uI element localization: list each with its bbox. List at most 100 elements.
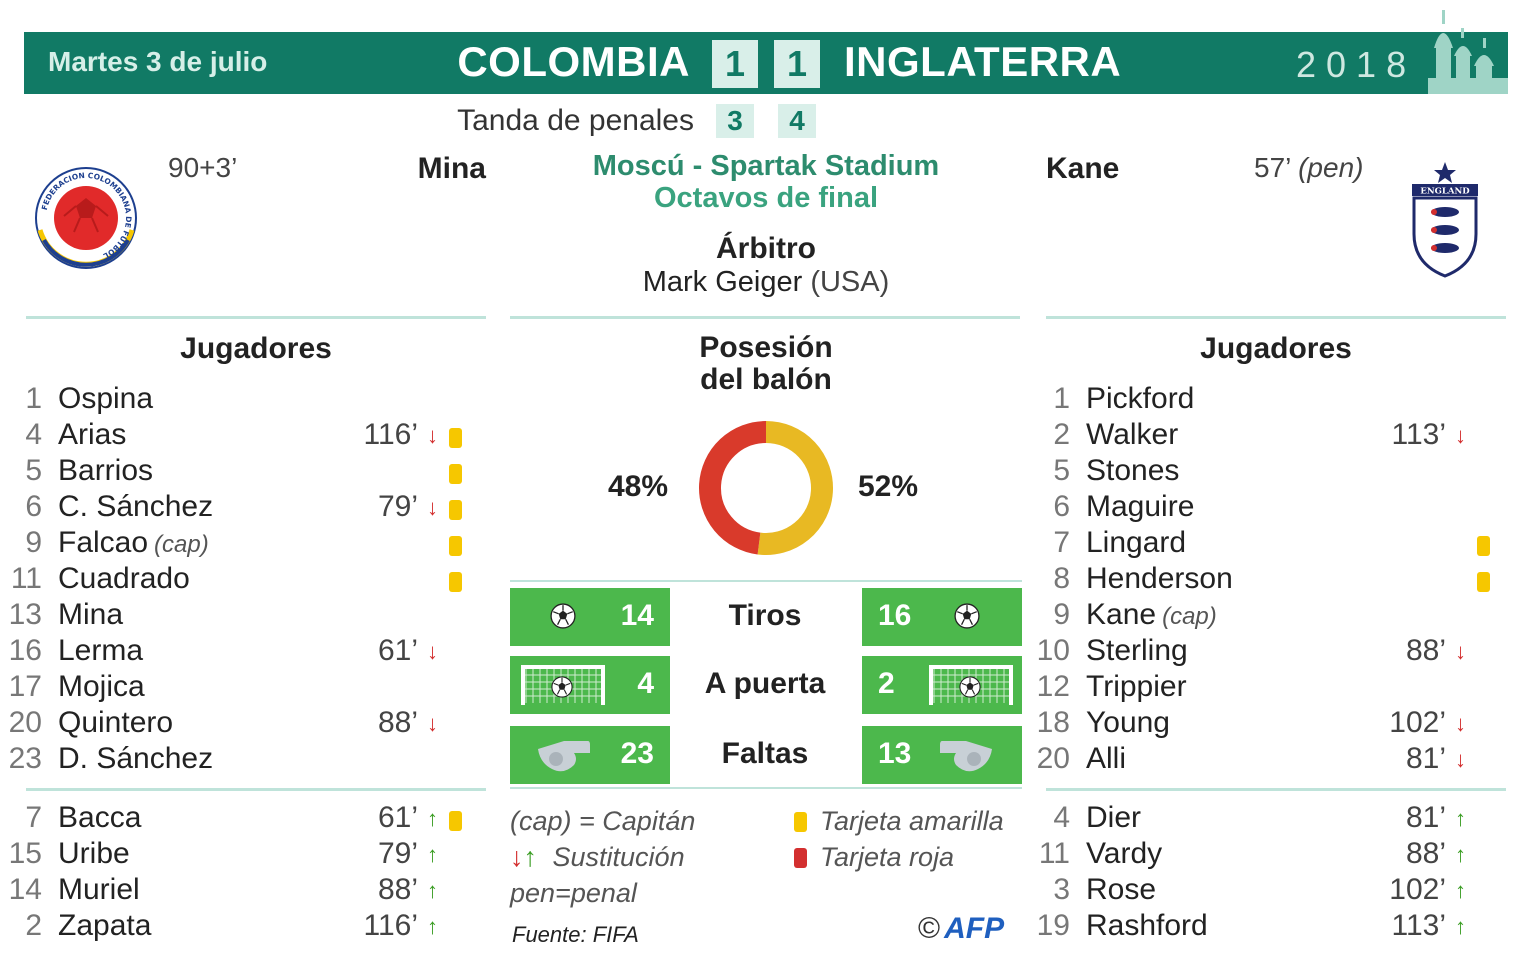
ball-icon bbox=[550, 603, 576, 637]
home-stat-box: 23 bbox=[510, 726, 670, 784]
player-number: 2 bbox=[25, 909, 42, 942]
player-row: 15 Uribe 79’ ↑ bbox=[8, 837, 478, 873]
player-row: 17 Mojica bbox=[8, 670, 478, 706]
sub-time: 88’ bbox=[1405, 837, 1446, 870]
possession-title: Posesión del balón bbox=[510, 332, 1022, 396]
sub-out-arrow-icon: ↓ bbox=[1455, 747, 1466, 772]
stat-label: A puerta bbox=[704, 667, 826, 700]
home-stat-value: 23 bbox=[620, 737, 654, 770]
player-row: 6 C. Sánchez 79’ ↓ bbox=[8, 490, 478, 526]
player-name: Henderson bbox=[1086, 562, 1233, 596]
header-bar bbox=[24, 32, 1508, 94]
away-possession: 52% bbox=[858, 470, 919, 503]
player-row: 9 Falcao (cap) bbox=[8, 526, 478, 562]
player-number: 20 bbox=[1036, 742, 1070, 775]
player-name: Uribe bbox=[58, 837, 130, 871]
player-name: Rose bbox=[1086, 873, 1156, 907]
player-number: 19 bbox=[1036, 909, 1070, 942]
player-number: 23 bbox=[8, 742, 42, 775]
player-number: 11 bbox=[1038, 837, 1070, 870]
player-name-text: Falcao bbox=[58, 526, 149, 559]
player-name-text: Pickford bbox=[1086, 382, 1195, 415]
player-row: 20 Alli 81’ ↓ bbox=[1036, 742, 1506, 778]
player-number: 16 bbox=[8, 634, 42, 667]
player-number: 6 bbox=[25, 490, 42, 523]
legend-substitution: ↓↑ Sustitución bbox=[510, 842, 685, 873]
sub-time: 88’ bbox=[377, 706, 418, 739]
player-name-text: Lerma bbox=[58, 634, 144, 667]
player-row: 4 Arias 116’ ↓ bbox=[8, 418, 478, 454]
player-name-text: Mina bbox=[58, 598, 124, 631]
away-goal-scorer: Kane bbox=[1046, 152, 1120, 185]
home-penalty-score: 3 bbox=[716, 104, 754, 138]
player-row: 11 Cuadrado bbox=[8, 562, 478, 598]
afp-credit: © AFP bbox=[918, 912, 1004, 946]
player-row: 2 Walker 113’ ↓ bbox=[1036, 418, 1506, 454]
player-name-text: Kane bbox=[1086, 598, 1157, 631]
away-team-name: INGLATERRA bbox=[844, 38, 1122, 85]
player-name-text: Arias bbox=[58, 418, 127, 451]
possession-title-line1: Posesión bbox=[699, 331, 833, 364]
player-number: 12 bbox=[1036, 670, 1070, 703]
legend-yellow: Tarjeta amarilla bbox=[820, 806, 1004, 836]
sub-out-arrow-icon: ↓ bbox=[427, 495, 438, 520]
referee-name: Mark Geiger bbox=[642, 266, 803, 298]
player-name-text: D. Sánchez bbox=[58, 742, 214, 775]
player-name: Rashford bbox=[1086, 909, 1208, 943]
player-row: 20 Quintero 88’ ↓ bbox=[8, 706, 478, 742]
away-goal-note: (pen) bbox=[1298, 152, 1364, 183]
player-number: 7 bbox=[1053, 526, 1070, 559]
player-name: Maguire bbox=[1086, 490, 1194, 524]
player-name-text: Vardy bbox=[1086, 837, 1163, 870]
player-name-text: Maguire bbox=[1086, 490, 1195, 523]
referee-country: (USA) bbox=[810, 266, 890, 298]
afp-logo: AFP bbox=[944, 912, 1005, 945]
arrow-up-icon: ↑ bbox=[523, 842, 538, 872]
player-number: 18 bbox=[1036, 706, 1070, 739]
player-row: 3 Rose 102’ ↑ bbox=[1036, 873, 1506, 909]
player-number: 4 bbox=[1053, 801, 1070, 834]
home-stat-value: 14 bbox=[620, 599, 654, 632]
player-number: 9 bbox=[25, 526, 42, 559]
player-number: 5 bbox=[1053, 454, 1070, 487]
divider bbox=[1046, 316, 1506, 319]
player-name-text: Sterling bbox=[1086, 634, 1188, 667]
player-number: 6 bbox=[1053, 490, 1070, 523]
player-name-text: Muriel bbox=[58, 873, 140, 906]
player-name-text: Bacca bbox=[58, 801, 142, 834]
yellow-card-icon bbox=[449, 536, 462, 556]
player-name: Lerma bbox=[58, 634, 143, 668]
yellow-card-icon bbox=[449, 464, 462, 484]
stat-label: Tiros bbox=[728, 599, 802, 632]
sub-out-arrow-icon: ↓ bbox=[427, 423, 438, 448]
player-row: 5 Stones bbox=[1036, 454, 1506, 490]
home-lineup-title: Jugadores bbox=[180, 332, 332, 365]
away-stat-value: 16 bbox=[878, 599, 912, 632]
player-number: 3 bbox=[1053, 873, 1070, 906]
player-number: 5 bbox=[25, 454, 42, 487]
player-name: Pickford bbox=[1086, 382, 1194, 416]
yellow-card-icon bbox=[449, 428, 462, 448]
source-note: Fuente: FIFA bbox=[512, 922, 639, 947]
player-name: Quintero bbox=[58, 706, 173, 740]
player-row: 12 Trippier bbox=[1036, 670, 1506, 706]
away-subs-list: 4 Dier 81’ ↑ 11 Vardy 88’ ↑ 3 Rose 102’ ↑ 19 Rashford… bbox=[1036, 801, 1506, 945]
player-row: 6 Maguire bbox=[1036, 490, 1506, 526]
home-possession: 48% bbox=[608, 470, 669, 503]
player-name-text: Quintero bbox=[58, 706, 174, 739]
whistle-icon bbox=[534, 737, 592, 781]
divider bbox=[1046, 788, 1506, 791]
sub-time: 81’ bbox=[1405, 742, 1446, 775]
player-name: Muriel bbox=[58, 873, 140, 907]
sub-out-arrow-icon: ↓ bbox=[1455, 639, 1466, 664]
player-name: Vardy bbox=[1086, 837, 1162, 871]
sub-out-arrow-icon: ↓ bbox=[427, 711, 438, 736]
player-name: Zapata bbox=[58, 909, 151, 943]
player-name: Arias bbox=[58, 418, 126, 452]
away-starters-list: 1 Pickford 2 Walker 113’ ↓ 5 Stones 6 Maguire 7 Lin… bbox=[1036, 382, 1506, 778]
player-name: Ospina bbox=[58, 382, 153, 416]
legend-substitution-label: Sustitución bbox=[552, 842, 685, 872]
player-row: 9 Kane (cap) bbox=[1036, 598, 1506, 634]
sub-out-arrow-icon: ↓ bbox=[1455, 711, 1466, 736]
player-row: 16 Lerma 61’ ↓ bbox=[8, 634, 478, 670]
